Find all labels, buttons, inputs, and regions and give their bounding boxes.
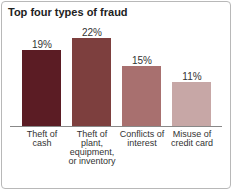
svg-text:Conflicts ofinterest: Conflicts ofinterest [120, 129, 165, 148]
svg-text:15%: 15% [132, 55, 152, 66]
svg-text:Theft ofplant,equipment,or inv: Theft ofplant,equipment,or inventory [68, 129, 116, 166]
svg-text:11%: 11% [182, 71, 201, 82]
svg-text:Theft ofcash: Theft ofcash [27, 129, 58, 148]
html-text:Top four types of fraud: Top four types of fraud [8, 6, 128, 18]
svg-text:19%: 19% [32, 39, 52, 50]
svg-text:Misuse ofcredit card: Misuse ofcredit card [171, 129, 213, 148]
svg-text:22%: 22% [82, 27, 102, 38]
